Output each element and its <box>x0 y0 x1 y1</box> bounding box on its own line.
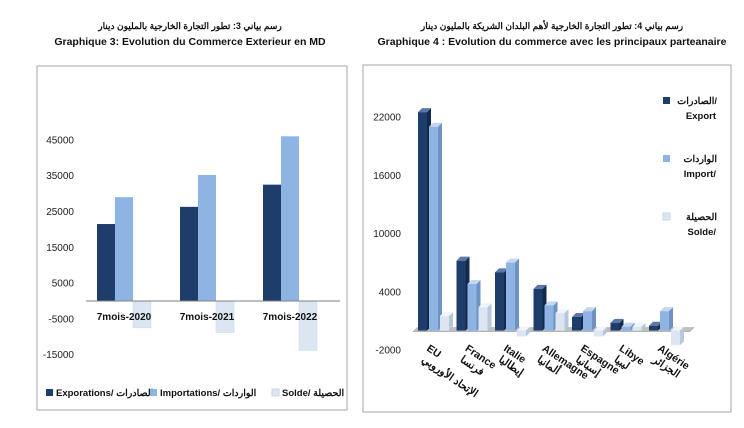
chart3-title-fr: Graphique 3: Evolution du Commerce Exter… <box>54 36 326 48</box>
chart3-frame <box>36 65 348 411</box>
chart3-category-label: 7mois-2021 <box>180 312 235 323</box>
chart3-bar <box>97 224 115 301</box>
chart3-ytick: -15000 <box>43 350 75 361</box>
chart3-bar <box>180 206 198 301</box>
chart3-bar <box>198 174 216 301</box>
chart4-title-fr: Graphique 4 : Evolution du commerce avec… <box>377 36 727 48</box>
chart3-category-label: 7mois-2020 <box>97 312 152 323</box>
chart3-bar <box>281 136 299 301</box>
chart3-legend-label: Importations/ الواردات <box>160 388 257 399</box>
chart3-ytick: 5000 <box>52 279 75 290</box>
chart3-bar <box>263 184 281 301</box>
chart4-title-ar: رسم بياني 4: تطور التجارة الخارجية لأهم … <box>420 21 684 31</box>
chart3-category-label: 7mois-2022 <box>263 312 318 323</box>
chart3-title-ar: رسم بياني 3: تطور التجارة الخارجية بالمل… <box>98 21 282 31</box>
chart3-legend-swatch <box>150 389 157 396</box>
chart3-ytick: 35000 <box>46 171 74 182</box>
chart3-legend-swatch <box>46 389 53 396</box>
chart3-ytick: 45000 <box>46 135 74 146</box>
chart3-legend-swatch <box>271 388 280 397</box>
chart3-bar <box>298 300 318 351</box>
chart3-ytick: 15000 <box>46 243 74 254</box>
chart3-ytick: 25000 <box>46 207 74 218</box>
chart3-bar <box>115 197 133 301</box>
chart3-legend-label: Exporations/ الصادرات <box>56 388 154 399</box>
chart3-legend-label: Solde/ الحصيلة <box>282 388 345 399</box>
chart3-ytick: -5000 <box>48 314 74 325</box>
